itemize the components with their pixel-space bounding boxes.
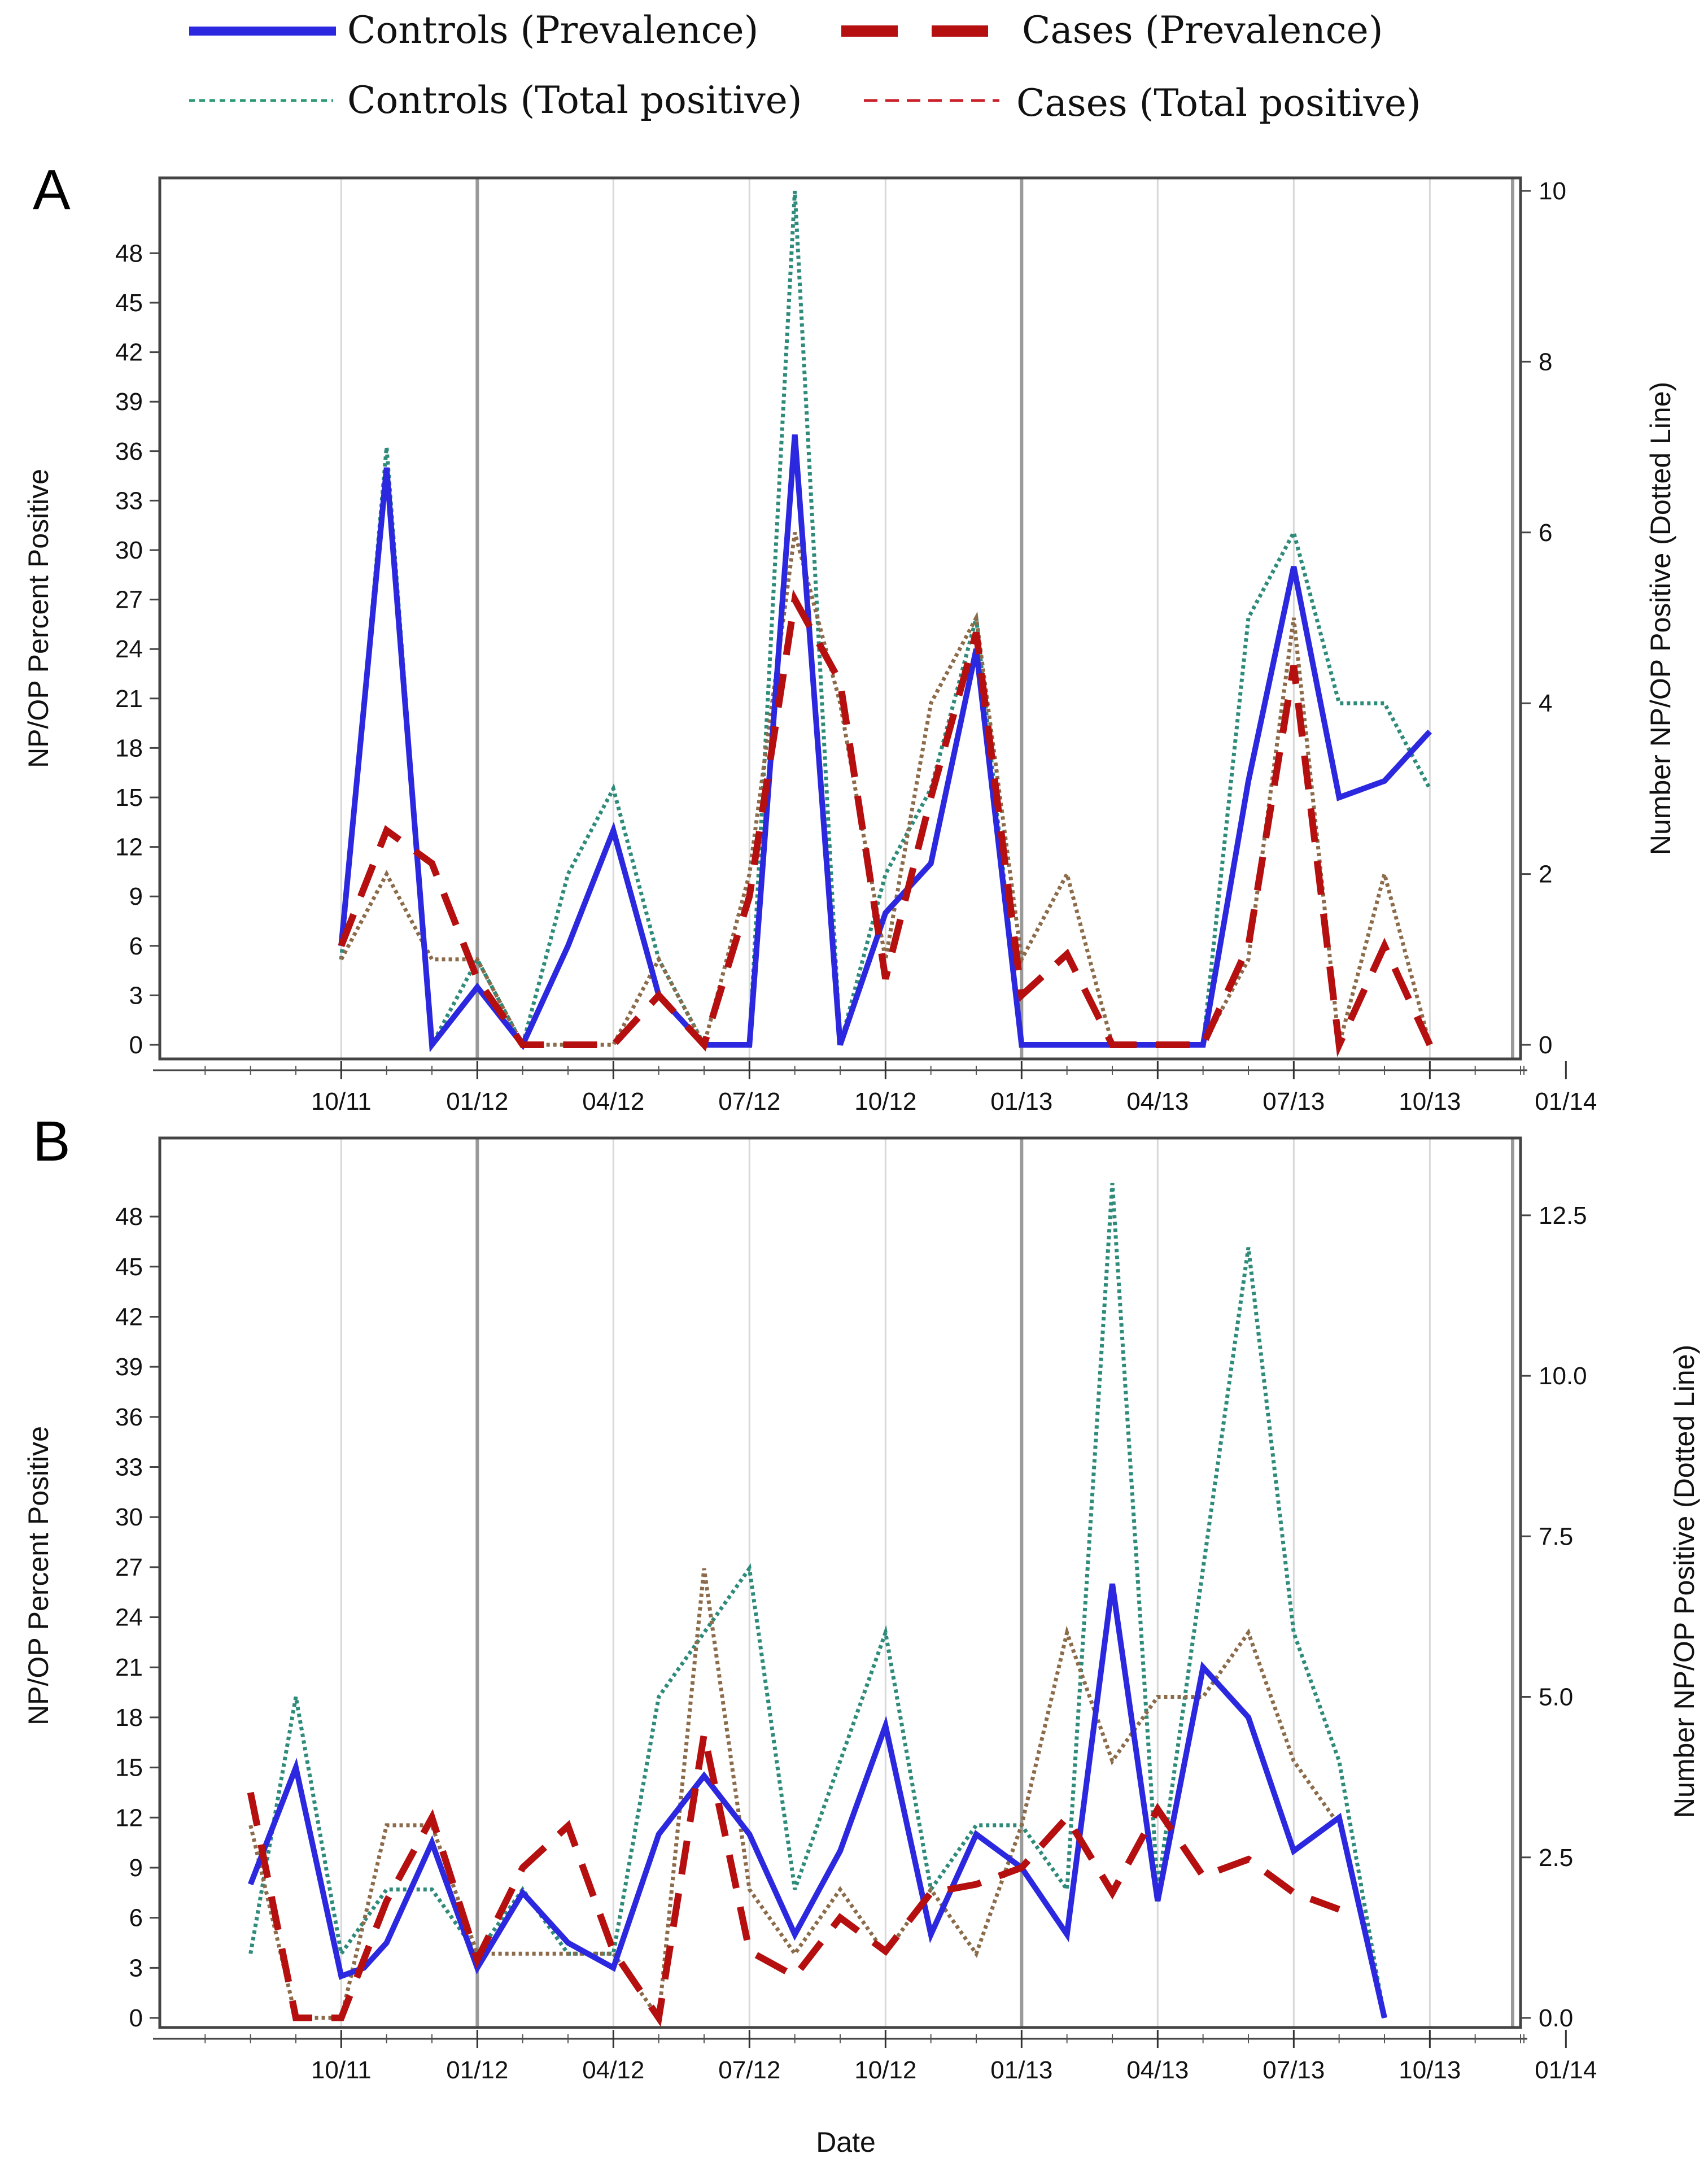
y2-axis-title: Number NP/OP Positive (Dotted Line): [1668, 1345, 1700, 1818]
y2-tick-label: 12.5: [1539, 1202, 1587, 1229]
y2-tick-label: 5.0: [1539, 1684, 1573, 1711]
y-tick-label: 15: [115, 784, 143, 812]
grid-layer: [340, 178, 1514, 1059]
y-tick-label: 15: [115, 1754, 143, 1782]
axis-layer: 036912151821242730333639424548024681010/…: [115, 177, 1597, 1115]
series-layer: [338, 190, 1433, 1057]
x-tick-label: 04/13: [1126, 1088, 1189, 1115]
y2-tick-label: 0: [1539, 1031, 1552, 1059]
y-tick-label: 18: [115, 1704, 143, 1732]
chart-panel-b: B 0369121518212427303336394245480.02.55.…: [23, 1110, 1700, 2158]
y-tick-label: 9: [129, 1854, 143, 1882]
x-tick-label: 04/12: [582, 2056, 644, 2084]
series-line-prev-cases: [247, 1733, 1340, 2027]
x-tick-label: 04/12: [582, 1088, 644, 1115]
y-tick-label: 21: [115, 685, 143, 713]
y-tick-label: 6: [129, 932, 143, 960]
y-tick-label: 27: [115, 586, 143, 614]
y2-tick-label: 0.0: [1539, 2004, 1573, 2032]
y-tick-label: 48: [115, 239, 143, 267]
y-tick-label: 24: [115, 1604, 143, 1632]
y-tick-label: 30: [115, 1503, 143, 1531]
y-tick-label: 0: [129, 2004, 143, 2032]
y2-tick-label: 10.0: [1539, 1362, 1587, 1390]
x-tick-label: 04/13: [1126, 2056, 1189, 2084]
legend-label-controls-prevalence: Controls (Prevalence): [347, 8, 758, 52]
x-tick-label: 01/12: [446, 2056, 508, 2084]
y2-tick-label: 6: [1539, 519, 1552, 547]
x-tick-label: 07/13: [1263, 2056, 1325, 2084]
y-tick-label: 36: [115, 1403, 143, 1431]
y-tick-label: 27: [115, 1554, 143, 1581]
x-tick-label: 10/11: [311, 1088, 372, 1115]
series-line-prev-cases: [338, 589, 1433, 1057]
panel-label: B: [33, 1110, 71, 1173]
legend-label-cases-prevalence: Cases (Prevalence): [1022, 8, 1383, 52]
y-tick-label: 42: [115, 339, 143, 367]
y-tick-label: 33: [115, 1454, 143, 1481]
y-tick-label: 0: [129, 1031, 143, 1059]
y-tick-label: 36: [115, 438, 143, 465]
y-tick-label: 45: [115, 289, 143, 317]
y-tick-label: 33: [115, 487, 143, 515]
series-line-total-cases: [248, 1568, 1341, 2024]
y-tick-label: 30: [115, 537, 143, 564]
panel-label: A: [33, 158, 71, 221]
legend: Controls (Prevalence) Cases (Prevalence)…: [189, 8, 1421, 125]
legend-label-controls-total: Controls (Total positive): [347, 79, 802, 122]
y-axis-title: NP/OP Percent Positive: [23, 469, 54, 768]
x-tick-label: 01/13: [990, 1088, 1052, 1115]
y2-tick-label: 2.5: [1539, 1844, 1573, 1872]
y2-tick-label: 2: [1539, 861, 1552, 888]
y-tick-label: 9: [129, 883, 143, 910]
series-layer: [247, 1183, 1387, 2027]
y-tick-label: 24: [115, 635, 143, 663]
grid-layer: [340, 1138, 1514, 2028]
x-tick-label: 07/12: [718, 2056, 780, 2084]
x-tick-label: 10/12: [854, 1088, 916, 1115]
plot-frame: [158, 176, 1522, 1061]
y-tick-label: 3: [129, 982, 143, 1009]
x-tick-label: 10/12: [854, 2056, 916, 2084]
y-tick-label: 39: [115, 388, 143, 416]
y-tick-label: 45: [115, 1253, 143, 1281]
x-tick-label: 10/11: [311, 2056, 372, 2084]
y-tick-label: 3: [129, 1954, 143, 1982]
legend-label-cases-total: Cases (Total positive): [1016, 81, 1421, 125]
y-tick-label: 42: [115, 1303, 143, 1331]
series-line-prev-controls: [248, 1583, 1387, 2019]
x-tick-label: 10/13: [1399, 2056, 1461, 2084]
x-axis-title: Date: [816, 2126, 876, 2158]
chart-panel-a: A 03691215182124273033363942454802468101…: [23, 158, 1676, 1115]
y-axis-title: NP/OP Percent Positive: [23, 1426, 54, 1725]
y2-axis-title: Number NP/OP Positive (Dotted Line): [1645, 382, 1676, 855]
x-tick-label: 07/12: [718, 1088, 780, 1115]
y-tick-label: 39: [115, 1353, 143, 1381]
y2-tick-label: 10: [1539, 177, 1566, 205]
x-tick-label: 01/13: [990, 2056, 1052, 2084]
y2-tick-label: 7.5: [1539, 1523, 1573, 1550]
y2-tick-label: 4: [1539, 690, 1552, 717]
y-tick-label: 21: [115, 1654, 143, 1681]
y-tick-label: 6: [129, 1904, 143, 1932]
y-tick-label: 12: [115, 1804, 143, 1832]
y-tick-label: 12: [115, 834, 143, 861]
x-tick-label: 07/13: [1263, 1088, 1325, 1115]
plot-frame: [158, 1136, 1522, 2029]
x-tick-label: 01/12: [446, 1088, 508, 1115]
y-tick-label: 18: [115, 734, 143, 762]
y2-tick-label: 8: [1539, 348, 1552, 376]
y-tick-label: 48: [115, 1203, 143, 1231]
x-tick-label: 01/14: [1535, 2056, 1597, 2084]
series-line-total-controls: [248, 1183, 1387, 2018]
axis-layer: 0369121518212427303336394245480.02.55.07…: [115, 1202, 1597, 2084]
x-tick-label: 01/14: [1535, 1088, 1597, 1115]
x-tick-label: 10/13: [1399, 1088, 1461, 1115]
